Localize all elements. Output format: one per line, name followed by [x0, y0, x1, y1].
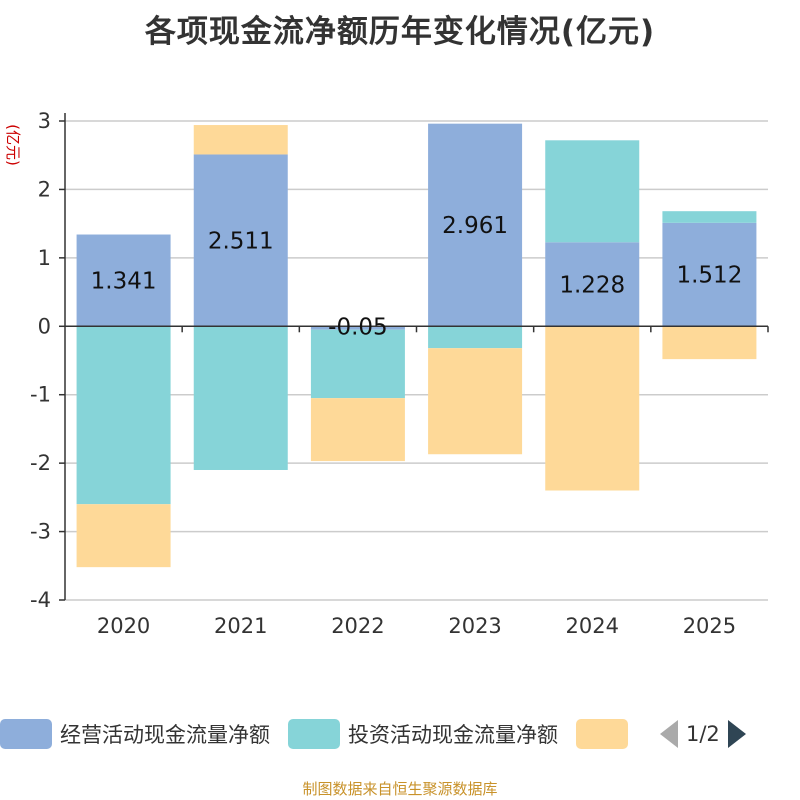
y-tick-label: 2	[38, 177, 51, 201]
x-tick-label-2023: 2023	[448, 614, 501, 638]
data-label-2021: 2.511	[208, 228, 274, 254]
y-tick-label: 1	[38, 246, 51, 270]
bar-financing-2022	[310, 398, 405, 462]
data-source-footer: 制图数据来自恒生聚源数据库	[302, 780, 498, 798]
bar-investing-2025	[662, 211, 757, 223]
legend-item-financing[interactable]	[576, 719, 636, 749]
bars-group	[76, 123, 757, 568]
legend-swatch-investing	[288, 719, 340, 749]
axes-group: 3 2 1 0 -1 -2 -3 -4 2020 2021 2022 2023 2024 2025	[30, 109, 769, 638]
y-tick-label: -2	[30, 451, 51, 475]
x-tick-label-2022: 2022	[331, 614, 384, 638]
bar-financing-2023	[428, 348, 523, 455]
y-axis-label: (亿元)	[4, 124, 22, 166]
bar-operating-2023	[428, 123, 523, 327]
data-label-2025: 1.512	[676, 263, 742, 289]
data-labels-group: 1.341 2.511 -0.05 2.961 1.228 1.512	[91, 213, 743, 340]
legend-item-operating[interactable]: 经营活动现金流量净额	[0, 719, 270, 749]
bar-investing-2024	[545, 140, 640, 243]
bar-investing-2023	[428, 326, 523, 349]
bar-operating-2021	[193, 154, 288, 327]
y-tick-label: 0	[38, 314, 51, 338]
y-tick-label: -3	[30, 520, 51, 544]
bar-financing-2021	[193, 125, 288, 155]
data-label-2022: -0.05	[328, 314, 388, 340]
legend-label-operating: 经营活动现金流量净额	[60, 723, 270, 747]
legend-page-indicator: 1/2	[686, 722, 720, 746]
y-tick-label: 3	[38, 109, 51, 133]
legend-swatch-operating	[0, 719, 52, 749]
chart-title: 各项现金流净额历年变化情况(亿元)	[144, 14, 656, 50]
data-label-2024: 1.228	[559, 272, 625, 298]
x-tick-label-2020: 2020	[97, 614, 150, 638]
bar-investing-2020	[76, 326, 171, 505]
bar-investing-2022	[310, 329, 405, 399]
legend-next-page-icon[interactable]	[727, 720, 746, 748]
data-label-2023: 2.961	[442, 213, 508, 239]
y-tick-label: -1	[30, 383, 51, 407]
bar-investing-2021	[193, 326, 288, 470]
x-tick-label-2024: 2024	[566, 614, 619, 638]
legend: 经营活动现金流量净额 投资活动现金流量净额 1/2	[0, 718, 746, 750]
y-tick-label: -4	[30, 588, 51, 612]
bar-operating-2020	[76, 234, 171, 327]
legend-pager: 1/2	[660, 720, 746, 748]
legend-swatch-financing	[576, 719, 628, 749]
x-tick-label-2025: 2025	[683, 614, 736, 638]
bar-financing-2025	[662, 326, 757, 360]
x-tick-label-2021: 2021	[214, 614, 267, 638]
legend-item-investing[interactable]: 投资活动现金流量净额	[288, 719, 558, 749]
bar-operating-2024	[545, 242, 640, 327]
grid-lines	[65, 120, 768, 601]
bar-financing-2020	[76, 504, 171, 568]
bar-operating-2022	[310, 326, 405, 330]
legend-prev-page-icon[interactable]	[660, 720, 678, 748]
bar-financing-2024	[545, 326, 640, 491]
data-label-2020: 1.341	[91, 268, 157, 294]
legend-label-investing: 投资活动现金流量净额	[348, 723, 558, 747]
bar-operating-2025	[662, 222, 757, 327]
